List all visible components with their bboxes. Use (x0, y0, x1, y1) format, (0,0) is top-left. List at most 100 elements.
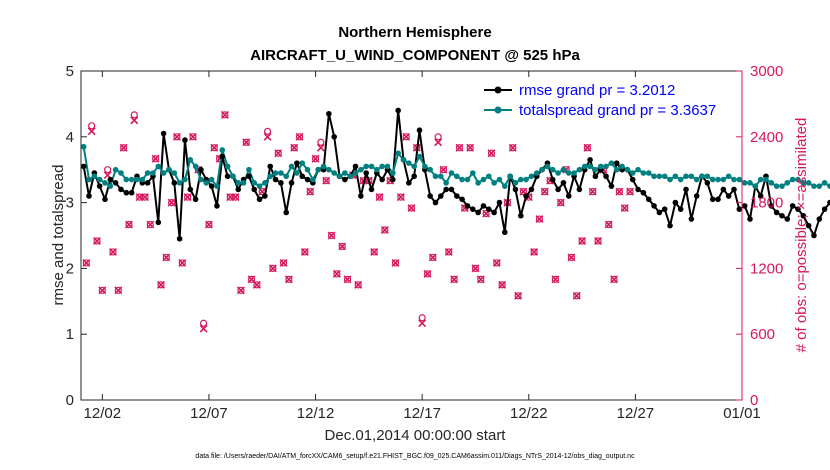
totalspread-point (779, 183, 785, 189)
totalspread-point (747, 180, 753, 186)
totalspread-point (581, 163, 588, 170)
rmse-point (352, 163, 359, 170)
rmse-point (288, 180, 295, 186)
rmse-point (693, 193, 700, 199)
rmse-point (411, 173, 417, 180)
obs-assimilated-point (236, 286, 245, 295)
obs-assimilated-point (172, 132, 181, 141)
obs-assimilated-point (508, 143, 517, 152)
obs-count-layer (82, 110, 635, 333)
totalspread-point (150, 170, 156, 176)
totalspread-point (198, 176, 204, 183)
rmse-point (560, 180, 567, 186)
rmse-point (576, 186, 583, 193)
obs-possible-point (509, 144, 517, 152)
obs-possible-point (109, 248, 117, 256)
totalspread-point (182, 176, 188, 183)
obs-possible-point (557, 199, 565, 207)
obs-assimilated-point (231, 193, 240, 202)
data-file-footnote: data file: /Users/raeder/DAI/ATM_forcXX/… (195, 453, 635, 460)
rmse-point (379, 176, 385, 183)
totalspread-point (326, 166, 332, 173)
totalspread-point (464, 176, 471, 183)
totalspread-point (544, 163, 551, 170)
obs-possible-point (141, 193, 149, 201)
totalspread-point (752, 183, 759, 189)
rmse-point (192, 196, 199, 203)
totalspread-point (395, 150, 401, 157)
obs-assimilated-point (93, 237, 101, 245)
totalspread-point (91, 173, 98, 180)
rmse-point (219, 153, 226, 160)
rmse-point (715, 196, 721, 203)
y-axis-left: 0 1 2 3 4 5 (66, 63, 87, 409)
rmse-point (789, 203, 796, 209)
x-axis-label: Dec.01,2014 00:00:00 start (325, 427, 507, 444)
obs-assimilated-point (130, 116, 139, 125)
obs-assimilated-point (204, 220, 213, 229)
totalspread-point (224, 163, 231, 170)
y-axis-right: 0 600 1200 1800 2400 3000 (736, 63, 783, 409)
totalspread-point (390, 170, 396, 176)
totalspread-point (203, 180, 210, 186)
obs-possible-point (184, 193, 192, 201)
totalspread-point (517, 176, 524, 183)
rmse-point (736, 206, 743, 212)
rmse-point (512, 186, 519, 193)
obs-assimilated-point (396, 193, 405, 202)
rmse-point (784, 216, 791, 222)
totalspread-point (603, 163, 609, 170)
totalspread-point (448, 170, 455, 176)
obs-possible-point (333, 270, 341, 278)
totalspread-point (608, 160, 615, 166)
totalspread-point (661, 173, 668, 180)
obs-assimilated-point (210, 143, 219, 152)
obs-assimilated-point (444, 247, 453, 256)
obs-assimilated-point (455, 143, 464, 152)
obs-assimilated-point (98, 286, 107, 295)
obs-assimilated-point (471, 264, 480, 273)
obs-possible-point (322, 177, 330, 185)
obs-possible-point (88, 122, 96, 130)
rmse-point (816, 216, 823, 222)
totalspread-point (624, 166, 631, 173)
totalspread-point (299, 160, 306, 166)
y-axis-label: rmse and totalspread (50, 165, 67, 306)
rmse-point (128, 189, 135, 196)
chart-title: Northern Hemisphere (338, 24, 491, 41)
totalspread-point (112, 166, 119, 173)
totalspread-point (427, 166, 433, 173)
obs-possible-point (247, 275, 256, 283)
totalspread-point (272, 170, 279, 176)
y-tick-label: 2 (66, 260, 74, 277)
rmse-point (688, 216, 695, 222)
obs-possible-point (429, 253, 437, 262)
obs-assimilated-point (109, 247, 117, 256)
obs-possible-point (295, 133, 304, 141)
totalspread-point (411, 163, 417, 170)
y-axis-right-label: # of obs: o=possible; ×=assimilated (793, 118, 810, 353)
totalspread-point (512, 180, 519, 186)
obs-assimilated-point (428, 253, 437, 262)
rmse-point (299, 173, 306, 180)
rmse-point (672, 199, 679, 206)
totalspread-point (821, 180, 828, 186)
rmse-point (683, 186, 689, 193)
obs-assimilated-point (407, 204, 416, 213)
obs-assimilated-point (530, 247, 539, 256)
totalspread-point (278, 170, 284, 176)
rmse-point (773, 209, 780, 216)
rmse-point (208, 183, 215, 189)
y-tick-label: 1 (66, 326, 74, 343)
totalspread-point (134, 176, 140, 183)
obs-assimilated-point (263, 132, 272, 141)
totalspread-point (331, 170, 338, 176)
rmse-point (278, 180, 284, 186)
totalspread-point (358, 166, 364, 173)
totalspread-point (773, 183, 780, 189)
totalspread-point (715, 176, 721, 183)
rmse-point (454, 193, 460, 199)
totalspread-point (384, 163, 391, 170)
totalspread-point (496, 176, 503, 183)
totalspread-point (592, 166, 599, 173)
